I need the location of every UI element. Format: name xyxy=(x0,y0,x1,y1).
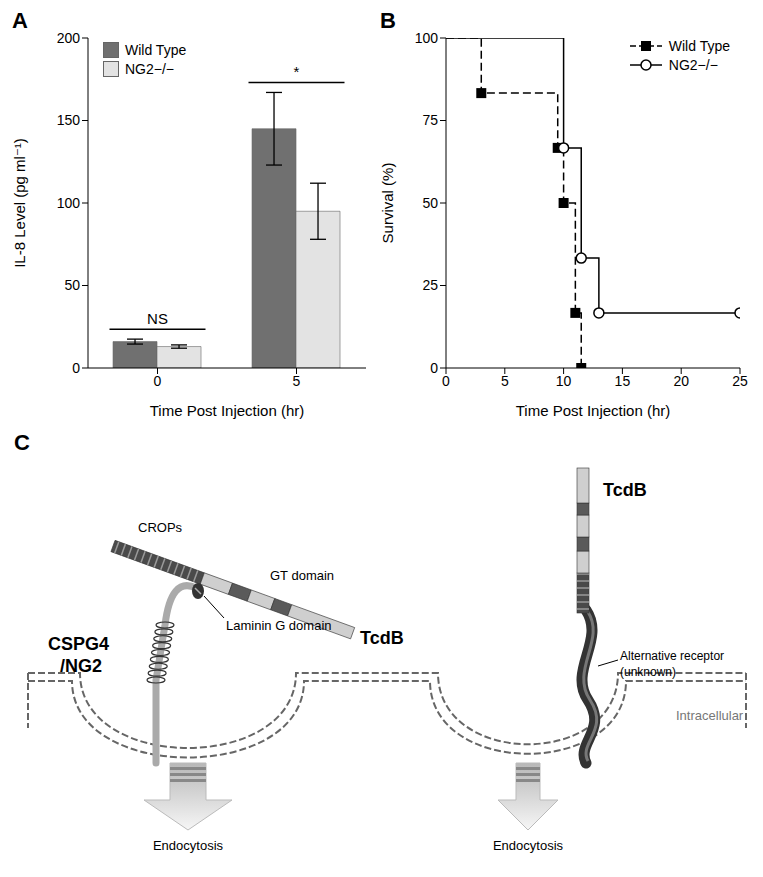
svg-text:CSPG4: CSPG4 xyxy=(48,634,109,654)
html-text:NG2−/−: NG2−/− xyxy=(668,57,718,73)
svg-text:50: 50 xyxy=(64,277,80,293)
svg-text:0: 0 xyxy=(154,373,162,389)
svg-text:(unknown): (unknown) xyxy=(620,665,676,679)
svg-text:*: * xyxy=(294,63,300,80)
svg-text:10: 10 xyxy=(556,373,572,389)
html-text:Wild Type: Wild Type xyxy=(125,42,187,58)
svg-text:Endocytosis: Endocytosis xyxy=(153,838,224,853)
svg-text:50: 50 xyxy=(422,195,438,211)
svg-text:15: 15 xyxy=(615,373,631,389)
html-text:Wild Type: Wild Type xyxy=(668,38,730,54)
svg-text:200: 200 xyxy=(57,30,81,46)
svg-text:0: 0 xyxy=(430,360,438,376)
svg-text:GT domain: GT domain xyxy=(270,568,334,583)
svg-text:Time Post Injection (hr): Time Post Injection (hr) xyxy=(150,402,305,419)
svg-text:Laminin G domain: Laminin G domain xyxy=(226,618,332,633)
html-text:A: A xyxy=(12,8,28,33)
html-text:NG2−/−: NG2−/− xyxy=(125,61,174,77)
svg-text:25: 25 xyxy=(732,373,748,389)
svg-text:0: 0 xyxy=(442,373,450,389)
svg-text:Time Post Injection (hr): Time Post Injection (hr) xyxy=(516,402,671,419)
svg-text:C: C xyxy=(14,430,30,455)
svg-text:CROPs: CROPs xyxy=(138,520,183,535)
svg-text:TcdB: TcdB xyxy=(603,480,647,500)
svg-text:TcdB: TcdB xyxy=(360,628,404,648)
svg-text:/NG2: /NG2 xyxy=(60,656,102,676)
svg-text:Intracellular: Intracellular xyxy=(676,708,744,723)
svg-text:20: 20 xyxy=(673,373,689,389)
svg-text:25: 25 xyxy=(422,277,438,293)
svg-text:5: 5 xyxy=(293,373,301,389)
svg-text:100: 100 xyxy=(57,195,81,211)
svg-text:75: 75 xyxy=(422,112,438,128)
svg-text:100: 100 xyxy=(415,30,439,46)
svg-text:0: 0 xyxy=(72,360,80,376)
svg-text:NS: NS xyxy=(147,310,168,327)
svg-text:Survival (%): Survival (%) xyxy=(379,163,396,244)
svg-text:IL-8 Level (pg ml⁻¹): IL-8 Level (pg ml⁻¹) xyxy=(11,138,28,268)
html-text:B: B xyxy=(380,8,396,33)
svg-text:Endocytosis: Endocytosis xyxy=(493,838,564,853)
svg-text:150: 150 xyxy=(57,112,81,128)
svg-text:Alternative receptor: Alternative receptor xyxy=(620,649,724,663)
svg-text:5: 5 xyxy=(501,373,509,389)
